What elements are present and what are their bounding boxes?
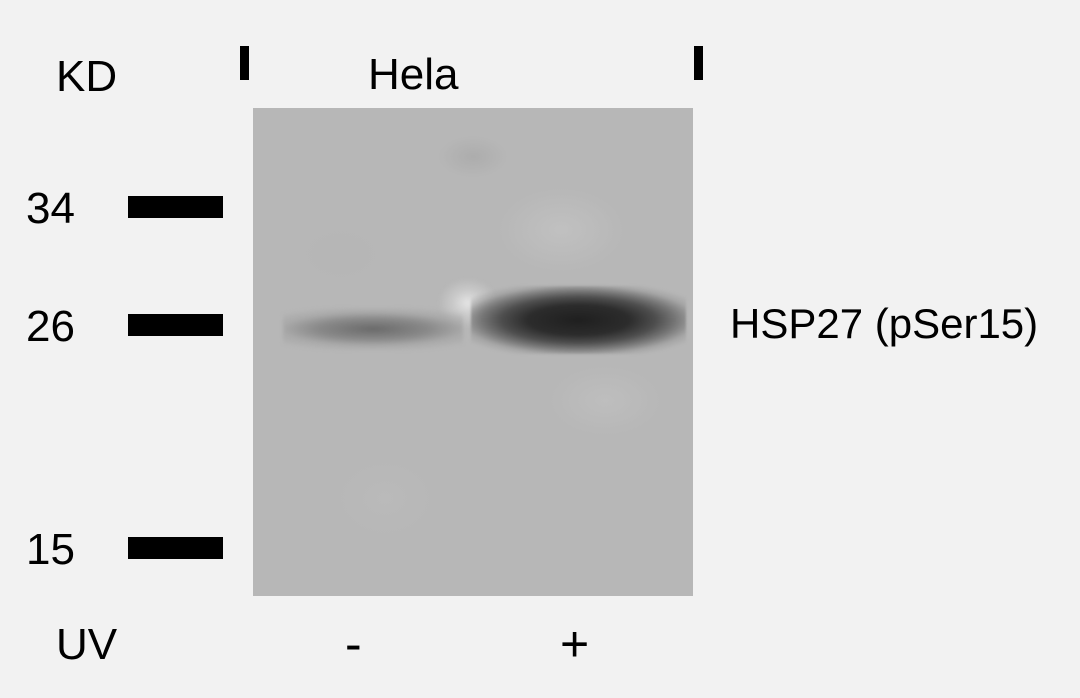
marker-band-26 [128,314,223,336]
marker-band-34 [128,196,223,218]
marker-label-26: 26 [26,302,75,352]
sample-label: Hela [368,50,459,100]
marker-band-15 [128,537,223,559]
blot-membrane [253,108,693,596]
lane1-uv-symbol: - [345,615,362,673]
marker-label-15: 15 [26,525,75,575]
treatment-label: UV [56,620,117,670]
kd-heading: KD [56,52,117,102]
marker-label-34: 34 [26,184,75,234]
target-protein-label: HSP27 (pSer15) [730,300,1038,348]
lane2-uv-symbol: + [560,615,589,673]
header-tick-left [240,46,249,80]
western-blot-figure: KD Hela 34 26 15 HSP27 (pSer15) UV - + [0,0,1080,698]
lane1-band-weak [283,308,463,350]
lane2-band-strong [471,286,686,354]
header-tick-right [694,46,703,80]
